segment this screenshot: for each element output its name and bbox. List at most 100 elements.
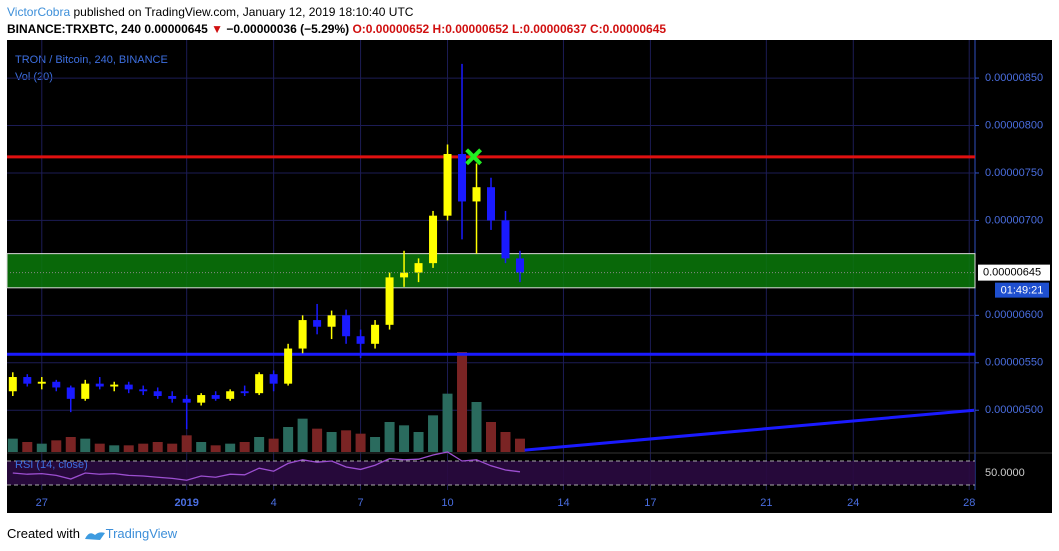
candle-body — [472, 187, 481, 202]
candle-body — [211, 395, 220, 399]
volume-bar — [109, 445, 120, 452]
candle-body — [81, 383, 90, 399]
candle-body — [385, 277, 394, 325]
volume-bar — [123, 445, 134, 452]
published: published on TradingView.com, January 12… — [70, 5, 414, 19]
candle-body — [240, 391, 249, 394]
countdown: 01:49:21 — [1001, 285, 1044, 297]
x-tick-label: 7 — [358, 497, 364, 509]
volume-bar — [486, 422, 496, 452]
volume-bar — [413, 432, 424, 452]
volume-bar — [181, 435, 192, 452]
candle-body — [313, 320, 322, 327]
candle-body — [443, 153, 452, 216]
candle-body — [168, 396, 177, 399]
volume-label: Vol (20) — [15, 71, 53, 83]
candle-body — [37, 381, 46, 384]
volume-bar — [428, 415, 439, 452]
volume-bar — [36, 443, 47, 452]
candle-body — [284, 348, 293, 384]
volume-bar — [399, 425, 410, 452]
volume-bar — [283, 427, 294, 452]
x-tick-label: 4 — [271, 497, 277, 509]
marker — [465, 148, 483, 166]
chart-title: TRON / Bitcoin, 240, BINANCE — [15, 54, 168, 66]
rsi-label: RSI (14, close) — [15, 459, 88, 471]
x-tick-label: 2019 — [174, 497, 198, 509]
rsi-tick-label: 50.0000 — [985, 467, 1025, 479]
candle-body — [23, 377, 32, 384]
candle-body — [458, 153, 467, 202]
candle-body — [429, 215, 438, 264]
x-tick-label: 24 — [847, 497, 859, 509]
candle-body — [356, 336, 365, 344]
candle-body — [327, 315, 336, 327]
price: 0.00000645 — [144, 22, 208, 36]
volume-bar — [196, 442, 207, 452]
ohlc: L:0.00000637 — [511, 22, 587, 36]
volume-bar — [326, 432, 337, 452]
brand[interactable]: TradingView — [105, 526, 178, 541]
volume-bar — [312, 428, 323, 452]
ohlc: O:0.00000652 — [352, 22, 430, 36]
last-price-label: 0.00000645 — [983, 267, 1041, 279]
y-tick-label: 0.00000850 — [985, 72, 1043, 84]
volume-bar — [297, 418, 308, 452]
y-tick-label: 0.00000550 — [985, 357, 1043, 369]
candle-body — [139, 389, 148, 392]
candle-body — [501, 220, 510, 259]
x-tick-label: 28 — [963, 497, 975, 509]
candle-body — [371, 324, 380, 344]
candle-body — [226, 391, 235, 399]
volume-bar — [457, 352, 468, 452]
x-tick-label: 10 — [441, 497, 453, 509]
footer-text: Created with — [7, 526, 80, 541]
volume-bar — [514, 438, 525, 452]
volume-bar — [7, 438, 18, 452]
candle-body — [255, 374, 264, 394]
arrow: ▼ — [211, 22, 223, 36]
symbol: BINANCE:TRXBTC, 240 — [7, 22, 142, 36]
rsi-band — [7, 461, 975, 486]
logo — [84, 531, 105, 540]
y-tick-label: 0.00000800 — [985, 119, 1043, 131]
volume-bar — [210, 445, 221, 452]
x-tick-label: 17 — [644, 497, 656, 509]
ohlc: C:0.00000645 — [590, 22, 667, 36]
candle-body — [400, 272, 409, 278]
volume-bar — [80, 438, 91, 452]
volume-bar — [268, 438, 279, 452]
volume-bar — [355, 433, 366, 452]
x-tick-label: 27 — [36, 497, 48, 509]
candle-body — [8, 377, 17, 392]
footer: Created with TradingView — [7, 526, 177, 541]
header-line: VictorCobra published on TradingView.com… — [7, 5, 413, 19]
volume-bar — [152, 442, 163, 452]
last-price-box — [978, 264, 1050, 281]
volume-bar — [384, 422, 395, 452]
rsi-line — [12, 451, 521, 481]
volume-bar — [254, 437, 265, 452]
trend-line — [524, 408, 975, 452]
y-tick-label: 0.00000750 — [985, 167, 1043, 179]
y-tick-label: 0.00000700 — [985, 214, 1043, 226]
symbol-line: BINANCE:TRXBTC, 240 0.00000645 ▼ −0.0000… — [7, 22, 666, 36]
volume-bar — [138, 443, 149, 452]
y-tick-label: 0.00000600 — [985, 309, 1043, 321]
countdown-box — [995, 282, 1049, 298]
zone — [6, 253, 976, 289]
candle-body — [414, 263, 423, 273]
volume-bar — [442, 393, 453, 452]
author[interactable]: VictorCobra — [7, 5, 71, 19]
chart: TRON / Bitcoin, 240, BINANCE Vol (20) 27… — [6, 40, 1052, 513]
volume-bar — [471, 402, 482, 452]
change: −0.00000036 (−5.29%) — [226, 22, 350, 36]
candle-body — [153, 391, 162, 397]
candle-body — [95, 383, 104, 387]
volume-bar — [22, 442, 33, 452]
x-tick-label: 21 — [760, 497, 772, 509]
candle-body — [269, 374, 278, 384]
volume-bar — [225, 443, 236, 452]
candle-body — [182, 398, 191, 403]
